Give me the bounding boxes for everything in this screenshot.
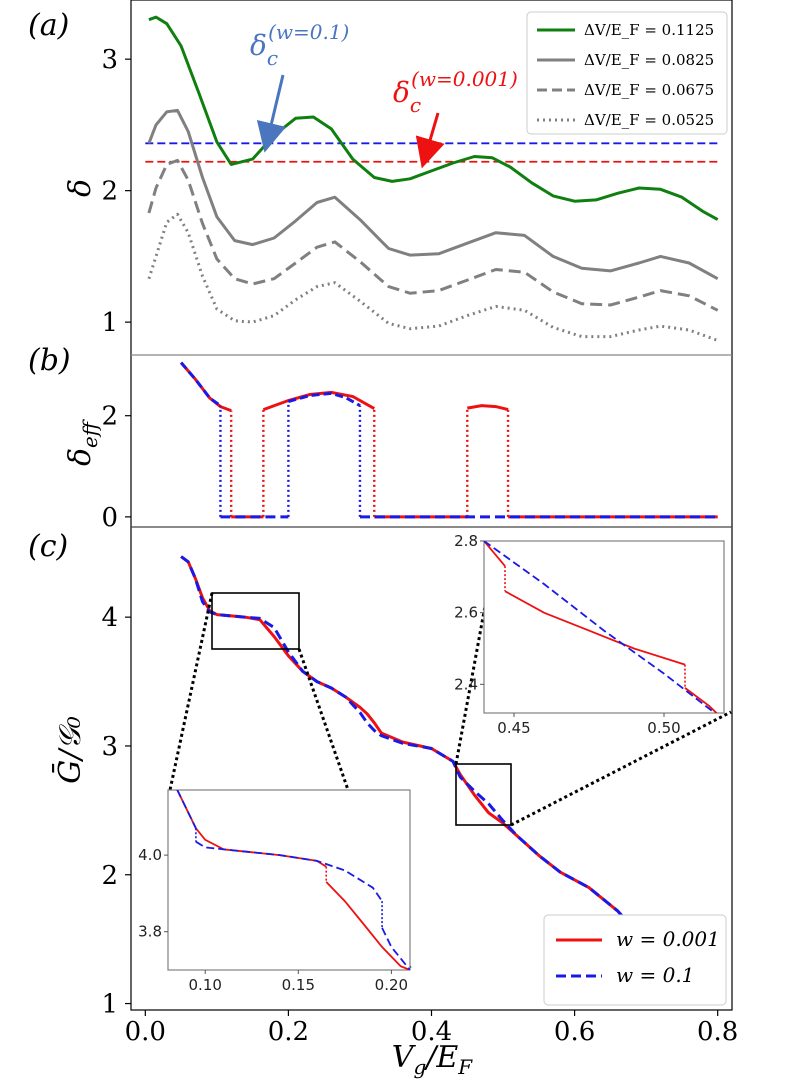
inset-left-tick-label-x-2: 0.15 bbox=[282, 976, 315, 994]
annotation-red-sup: (w=0.001) bbox=[411, 67, 518, 91]
legend-c: w = 0.001 w = 0.1 bbox=[543, 914, 727, 1006]
inset-right: 0.45 0.50 2.4 2.6 2.8 bbox=[454, 532, 725, 737]
legend-c-label-1: w = 0.001 bbox=[616, 927, 720, 951]
inset-right-series-1-part-2 bbox=[504, 590, 686, 666]
series-a-line-4 bbox=[147, 212, 719, 342]
legend-c-label-2: w = 0.1 bbox=[616, 963, 694, 987]
ylabel-c: Ḡ/𝒢₀ bbox=[51, 716, 88, 783]
inset-left: 0.10 0.15 0.20 3.8 4.0 bbox=[138, 789, 411, 994]
tick-label-c-x-2: 0.2 bbox=[268, 1017, 309, 1047]
panel-c-letter: (c) bbox=[28, 529, 68, 564]
legend-a: ΔV/E_F = 0.1125 ΔV/E_F = 0.0825 ΔV/E_F =… bbox=[526, 11, 728, 135]
legend-a-label-4: ΔV/E_F = 0.0525 bbox=[584, 111, 714, 129]
inset-left-tick-label-x-3: 0.20 bbox=[375, 976, 408, 994]
series-b-2-segment-1 bbox=[179, 361, 222, 407]
series-c-line-2 bbox=[180, 555, 719, 995]
tick-label-b-y-1: 0 bbox=[101, 503, 118, 533]
ticks-a: 1 2 3 bbox=[101, 45, 131, 338]
zoom-box-right bbox=[455, 763, 512, 826]
inset-right-series-2-part-1 bbox=[484, 541, 717, 713]
inset-right-series-1-part-3 bbox=[684, 687, 718, 713]
inset-right-tick-label-y-2: 2.6 bbox=[454, 604, 478, 622]
inset-right-tick-label-x-2: 0.50 bbox=[647, 719, 680, 737]
annotation-delta-c-red: δc(w=0.001) bbox=[393, 67, 518, 117]
legend-a-label-3: ΔV/E_F = 0.0675 bbox=[584, 81, 714, 99]
inset-left-tick-label-y-2: 4.0 bbox=[138, 846, 162, 864]
tick-label-a-y-3: 3 bbox=[101, 45, 118, 75]
zoom-box-left bbox=[211, 592, 300, 650]
inset-right-series-1-part-1 bbox=[484, 541, 506, 567]
inset-right-tick-label-x-1: 0.45 bbox=[497, 719, 530, 737]
series-a-line-3 bbox=[147, 158, 719, 312]
inset-right-tick-label-y-3: 2.8 bbox=[454, 532, 478, 550]
zoom-connector-1 bbox=[168, 592, 214, 791]
annotation-delta-c-blue: δc(w=0.1) bbox=[250, 20, 349, 70]
tick-label-a-y-2: 2 bbox=[101, 177, 118, 207]
inset-left-series-2-part-2 bbox=[195, 840, 383, 902]
series-a-line-2 bbox=[147, 108, 719, 281]
tick-label-c-y-4: 4 bbox=[101, 603, 118, 633]
tick-label-c-x-4: 0.6 bbox=[554, 1017, 595, 1047]
zoom-connector-4 bbox=[510, 710, 732, 827]
tick-label-b-y-2: 2 bbox=[101, 402, 118, 432]
panel-b-letter: (b) bbox=[28, 343, 71, 378]
annotation-arrow-red bbox=[415, 112, 445, 169]
series-b-1-segment-5 bbox=[467, 404, 509, 412]
legend-a-label-1: ΔV/E_F = 0.1125 bbox=[584, 21, 714, 39]
inset-left-series-1-part-2 bbox=[325, 881, 410, 970]
panel-a-letter: (a) bbox=[28, 8, 69, 43]
tick-label-c-x-5: 0.8 bbox=[697, 1017, 738, 1047]
annotation-blue-sup: (w=0.1) bbox=[268, 20, 349, 44]
tick-label-c-y-2: 2 bbox=[101, 861, 118, 891]
ylabel-b: δeff bbox=[63, 418, 102, 466]
series-b bbox=[179, 361, 718, 519]
ticks-b: 02 bbox=[101, 402, 131, 533]
inset-left-series-2-part-3 bbox=[381, 927, 410, 970]
tick-label-c-x-1: 0.0 bbox=[125, 1017, 166, 1047]
legend-a-label-2: ΔV/E_F = 0.0825 bbox=[584, 51, 714, 69]
inset-right-tick-label-y-1: 2.4 bbox=[454, 675, 478, 693]
series-a bbox=[145, 15, 719, 342]
tick-label-c-y-3: 3 bbox=[101, 732, 118, 762]
series-b-1-segment-3 bbox=[262, 390, 376, 412]
inset-left-tick-label-x-1: 0.10 bbox=[189, 976, 222, 994]
annotation-arrow-blue bbox=[256, 74, 287, 153]
tick-label-a-y-1: 1 bbox=[101, 308, 118, 338]
inset-left-tick-label-y-1: 3.8 bbox=[138, 923, 162, 941]
series-b-2-segment-3 bbox=[287, 391, 361, 407]
tick-label-c-x-3: 0.4 bbox=[411, 1017, 452, 1047]
series-c bbox=[180, 555, 719, 995]
series-b-1-segment-1 bbox=[179, 361, 232, 413]
series-a-line-1 bbox=[148, 15, 719, 221]
inset-left-series-2-part-1 bbox=[176, 790, 197, 829]
ticks-c: 1 2 3 4 0.0 0.2 0.4 0.6 0.8 bbox=[101, 603, 738, 1047]
ylabel-a: δ bbox=[63, 179, 98, 197]
tick-label-c-y-1: 1 bbox=[101, 990, 118, 1020]
